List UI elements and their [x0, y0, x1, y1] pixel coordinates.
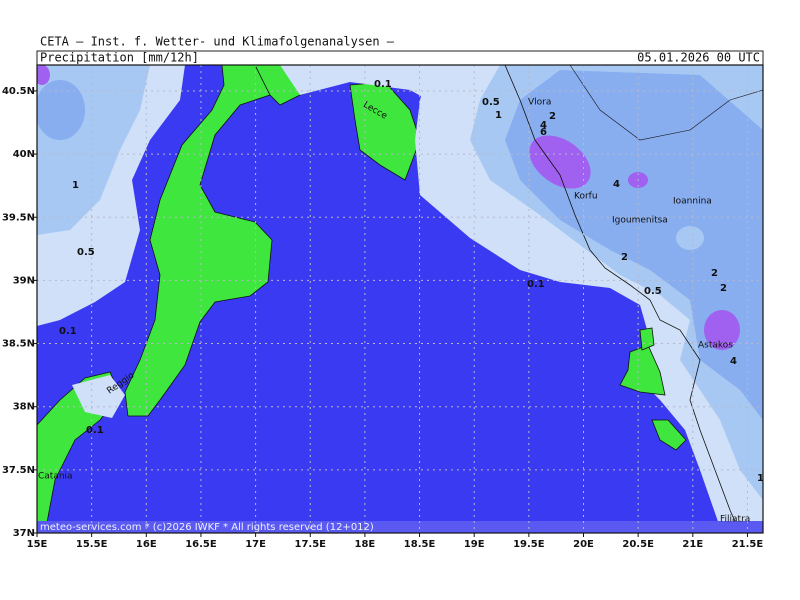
parameter-title: Precipitation [mm/12h]: [40, 51, 199, 65]
map-fields: [37, 65, 763, 533]
institute-title: CETA – Inst. f. Wetter- und Klimafolgena…: [40, 35, 395, 49]
place-label: Filiatra: [720, 515, 750, 525]
coastline: [504, 65, 741, 533]
footer-credit: meteo-services.com * (c)2026 IWKF * All …: [40, 522, 374, 533]
y-tick-label: 39N: [13, 275, 35, 286]
place-label: Korfu: [574, 192, 598, 202]
y-tick-label: 39.5N: [2, 212, 35, 223]
graticule: [36, 65, 763, 534]
y-tick-label: 37.5N: [2, 465, 35, 476]
precip-area: [704, 310, 740, 350]
contour-label: 0.5: [482, 97, 500, 108]
contour-label: 2: [720, 283, 727, 294]
precip-area: [676, 226, 704, 250]
contour-label: 0.1: [527, 279, 545, 290]
place-label: Catania: [38, 472, 73, 482]
y-tick-label: 38N: [13, 402, 35, 413]
x-tick-label: 16.5E: [185, 539, 217, 550]
place-label: Igoumenitsa: [612, 216, 668, 226]
land: [651, 419, 687, 451]
place-label: Ioannina: [673, 197, 712, 207]
contour-label: 0.1: [86, 425, 104, 436]
border: [569, 65, 763, 141]
valid-time: 05.01.2026 00 UTC: [637, 51, 760, 65]
contour-label: 1: [495, 110, 502, 121]
contour-label: 2: [711, 268, 718, 279]
x-tick-label: 17E: [245, 539, 266, 550]
y-tick-label: 40.5N: [2, 86, 35, 97]
x-tick-label: 15.5E: [76, 539, 108, 550]
x-tick-label: 15E: [27, 539, 48, 550]
precip-area: [72, 375, 125, 418]
x-tick-label: 21E: [682, 539, 703, 550]
x-tick-label: 17.5E: [294, 539, 326, 550]
contour-label: 0.1: [374, 79, 392, 90]
map-frame: [36, 64, 764, 534]
contour-label: 4: [730, 356, 737, 367]
y-tick-label: 40N: [13, 149, 35, 160]
contour-label: 0.5: [77, 247, 95, 258]
contour-label: 4: [540, 120, 547, 131]
x-tick-label: 20E: [573, 539, 594, 550]
contour-label: 0.5: [644, 286, 662, 297]
land: [124, 65, 273, 417]
x-tick-label: 19.5E: [513, 539, 545, 550]
footer-bar: [37, 521, 763, 533]
precip-area: [280, 65, 430, 100]
contour-label: 2: [621, 252, 628, 263]
precip-area: [37, 80, 85, 140]
place-label: Astakos: [698, 341, 733, 351]
y-tick-label: 38.5N: [2, 339, 35, 350]
precip-area: [529, 135, 591, 189]
contour-label: 1: [72, 180, 79, 191]
contour-label: 2: [549, 111, 556, 122]
contour-label: 0.1: [59, 326, 77, 337]
contour-label: 6: [540, 127, 547, 138]
land: [349, 81, 421, 181]
place-label: Vlora: [528, 98, 551, 108]
x-tick-label: 20.5E: [622, 539, 654, 550]
contour-label: 1: [757, 473, 764, 484]
x-tick-label: 18.5E: [404, 539, 436, 550]
x-tick-label: 16E: [136, 539, 157, 550]
y-tick-label: 37N: [13, 528, 35, 539]
x-tick-label: 21.5E: [732, 539, 764, 550]
land: [639, 327, 655, 351]
precip-area: [37, 65, 50, 85]
land: [619, 344, 666, 396]
x-tick-label: 18E: [355, 539, 376, 550]
x-tick-label: 19E: [464, 539, 485, 550]
map: Lecce Vlora Korfu Igoumenitsa Ioannina R…: [36, 64, 764, 534]
contour-label: 4: [613, 179, 620, 190]
